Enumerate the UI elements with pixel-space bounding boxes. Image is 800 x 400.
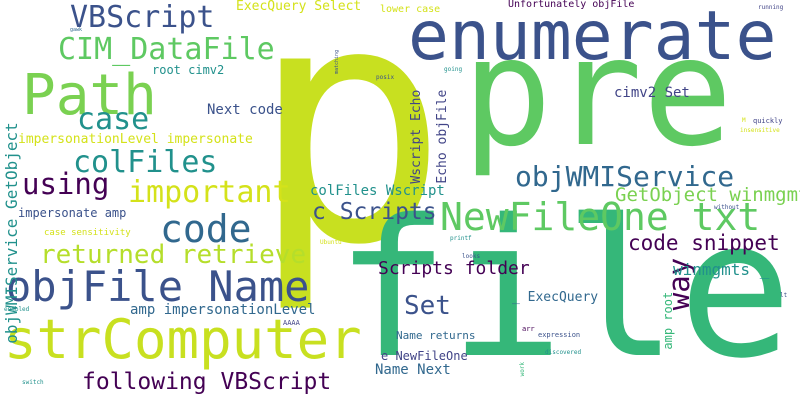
word-running: running — [758, 4, 784, 11]
word-amp-impersonationLevel: amp impersonationLevel — [130, 302, 316, 318]
word-quickly: quickly — [753, 117, 783, 125]
word-lt: lt — [780, 292, 788, 299]
word-VBScript: VBScript — [70, 0, 215, 35]
word-impersonate-amp: impersonate amp — [18, 206, 127, 220]
word-matching: matching — [334, 49, 340, 74]
word-expression: expression — [538, 331, 581, 339]
word-Ubuntu: Ubuntu — [320, 239, 342, 246]
word-underscore-ExecQuery: _ ExecQuery — [512, 290, 599, 305]
word-Scripts-folder: Scripts folder — [378, 258, 530, 279]
word-using: using — [22, 167, 110, 201]
word-ExecQuery-Select: ExecQuery Select — [236, 0, 362, 14]
word-case: case — [77, 102, 150, 137]
word-impersonationLevel-impersonate: impersonationLevel impersonate — [18, 132, 253, 147]
word-NewFileOne-txt: NewFileOne txt — [440, 195, 761, 239]
word-code: code — [160, 207, 252, 251]
word-without: without — [714, 204, 740, 211]
word-lower-case: lower case — [380, 4, 441, 15]
word-going: going — [444, 66, 463, 73]
word-colFiles: colFiles — [73, 145, 218, 180]
word-Unfortunately-objFile: Unfortunately objFile — [508, 0, 635, 10]
word-enumerate: enumerate — [408, 0, 777, 76]
word-following-VBScript: following VBScript — [82, 369, 332, 395]
word-Echo-objFile: Echo objFile — [435, 89, 450, 184]
word-Set: Set — [404, 291, 451, 321]
word-code-snippet: code snippet — [628, 231, 780, 255]
word-root-cimv2: root cimv2 — [152, 63, 225, 77]
word-GetObject-winmgmts: GetObject winmgmts — [615, 184, 800, 206]
word-M: M — [742, 117, 746, 124]
word-enabled: enabled — [4, 306, 30, 313]
word-important: important — [128, 175, 291, 210]
word-strComputer: strComputer — [4, 308, 362, 371]
word-insensitive: insensitive — [740, 127, 780, 134]
word-CIM_DataFile: CIM_DataFile — [58, 32, 275, 67]
word-switch: switch — [22, 379, 44, 386]
word-amp-root: amp root — [661, 291, 675, 350]
word-objWMIService: objWMIService — [515, 160, 735, 193]
word-printf: printf — [450, 235, 472, 242]
word-objFile-Name: objFile Name — [6, 262, 310, 311]
word-Wscript-Echo: Wscript Echo — [409, 89, 424, 184]
word-work: work — [519, 361, 526, 377]
word-cimv2-Set: cimv2 Set — [614, 85, 690, 101]
word-looks: looks — [462, 253, 481, 260]
word-Path: Path — [22, 63, 157, 128]
word-arr: arr — [522, 325, 535, 333]
word-posix: posix — [376, 74, 395, 81]
word-Name-Next: Name Next — [375, 362, 451, 378]
word-discovered: discovered — [545, 349, 582, 356]
word-Next-code: Next code — [207, 102, 283, 118]
word-returned-retrieve: returned retrieve — [40, 240, 307, 270]
word-case-sensitivity: case sensitivity — [44, 228, 131, 238]
word-c-Scripts: c Scripts — [312, 199, 437, 225]
word-pre: pre — [462, 6, 733, 180]
word-colFiles-Wscript: colFiles Wscript — [310, 183, 445, 199]
word-winmgmts-underscore: winmgmts _ — [673, 260, 770, 279]
word-e-NewFileOne: e NewFileOne — [381, 349, 468, 363]
word-AAAA: AAAA — [283, 319, 300, 327]
word-Name-returns: Name returns — [396, 329, 476, 342]
word-p: p — [250, 0, 449, 317]
word-gawk: gawk — [70, 27, 83, 33]
word-file: file — [335, 179, 793, 400]
